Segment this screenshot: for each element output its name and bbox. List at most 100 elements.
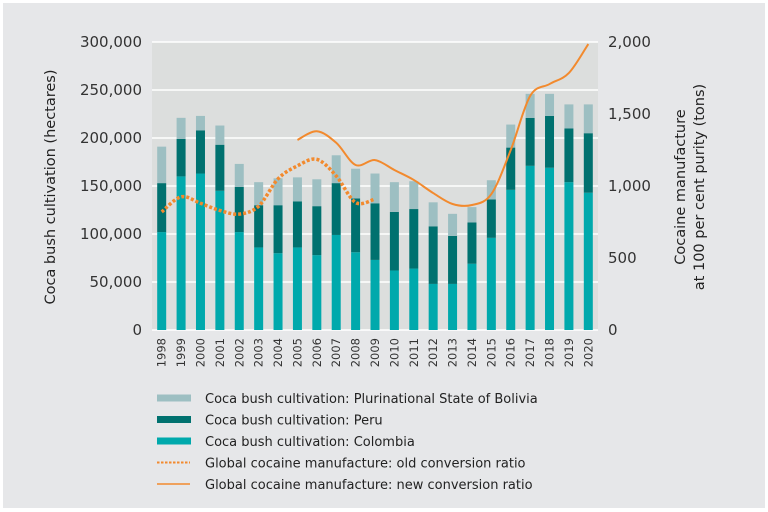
x-tick-label: 2014 (465, 338, 479, 367)
bar-segment (467, 207, 477, 223)
bar-segment (273, 178, 283, 206)
bar-segment (389, 182, 399, 212)
x-tick-label: 2013 (446, 338, 460, 367)
bar-segment (448, 235, 458, 284)
bar-segment (331, 234, 341, 330)
bar-segment (486, 199, 496, 238)
bar-segment (545, 167, 555, 330)
bar-segment (176, 117, 186, 139)
x-tick-label: 1998 (155, 338, 169, 367)
bar-segment (312, 255, 322, 330)
x-tick-label: 2015 (484, 338, 498, 367)
bar-segment (409, 209, 419, 269)
bar-segment (506, 189, 516, 330)
x-tick-label: 2003 (252, 338, 266, 367)
y-tick-label: 150,000 (80, 177, 142, 195)
bar-segment (545, 93, 555, 116)
bar-segment (486, 180, 496, 200)
bar-segment (389, 211, 399, 271)
bar-segment (583, 133, 593, 193)
x-tick-label: 2016 (504, 338, 518, 367)
x-tick-label: 2011 (407, 338, 421, 367)
bar-segment (312, 179, 322, 207)
x-tick-label: 2008 (349, 338, 363, 367)
bar-segment (467, 263, 477, 330)
bar-segment (506, 124, 516, 148)
bar-segment (215, 190, 225, 330)
x-tick-label: 2004 (271, 338, 285, 367)
x-tick-label: 2007 (329, 338, 343, 367)
bar-segment (428, 283, 438, 330)
y-right-tick-label: 500 (608, 249, 637, 267)
bar-segment (583, 192, 593, 330)
y-tick-label: 0 (132, 321, 142, 339)
bar-segment (157, 232, 167, 330)
x-tick-label: 2005 (290, 338, 304, 367)
x-tick-label: 2019 (562, 338, 576, 367)
bar-segment (564, 128, 574, 183)
legend-label: Coca bush cultivation: Plurinational Sta… (205, 392, 538, 407)
legend-swatch (157, 394, 191, 402)
bar-segment (273, 253, 283, 330)
bar-segment (292, 177, 302, 202)
x-tick-label: 2000 (193, 338, 207, 367)
bar-segment (331, 155, 341, 184)
bar-segment (448, 213, 458, 236)
bar-segment (545, 115, 555, 168)
bar-segment (254, 205, 264, 248)
bar-segment (409, 268, 419, 330)
y-axis-label: Coca bush cultivation (hectares) (43, 69, 59, 304)
bar-segment (409, 181, 419, 210)
bar-segment (195, 173, 205, 330)
x-tick-label: 2009 (368, 338, 382, 367)
bar-segment (389, 270, 399, 330)
bar-segment (312, 206, 322, 256)
bar-segment (467, 222, 477, 264)
bar-segment (525, 165, 535, 330)
bar-segment (564, 104, 574, 129)
legend-label: Coca bush cultivation: Colombia (205, 435, 415, 450)
y-tick-label: 300,000 (80, 33, 142, 51)
bar-segment (506, 147, 516, 190)
bar-segment (525, 93, 535, 118)
bar-segment (292, 247, 302, 330)
x-tick-label: 2017 (523, 338, 537, 367)
legend-swatch (157, 437, 191, 445)
bar-segment (351, 168, 361, 199)
legend-swatch (157, 416, 191, 423)
bar-segment (428, 202, 438, 227)
bar-segment (564, 182, 574, 330)
bar-segment (176, 176, 186, 330)
bar-segment (254, 247, 264, 330)
x-tick-label: 2020 (581, 338, 595, 367)
bar-segment (331, 183, 341, 235)
y-axis-right-label-line2: at 100 per cent purity (tons) (692, 84, 708, 290)
y-axis-right-label-line1: Cocaine manufacture (673, 109, 689, 264)
bar-segment (157, 183, 167, 233)
y-tick-label: 250,000 (80, 81, 142, 99)
legend-label: Global cocaine manufacture: old conversi… (205, 457, 526, 472)
bar-segment (351, 252, 361, 330)
plot-area: 0 50,000 100,000 150,000 200,000 250,000 300,0… (80, 33, 651, 367)
bar-segment (234, 186, 244, 233)
x-tick-label: 2002 (232, 338, 246, 367)
bar-segment (176, 138, 186, 177)
x-tick-label: 2010 (387, 338, 401, 367)
bar-segment (486, 237, 496, 330)
y-right-tick-label: 1,000 (608, 177, 651, 195)
bar-segment (234, 232, 244, 330)
bar-segment (215, 144, 225, 191)
bar-segment (448, 283, 458, 330)
x-tick-label: 2012 (426, 338, 440, 367)
x-tick-label: 2018 (543, 338, 557, 367)
bar-segment (428, 226, 438, 284)
x-tick-label: 2001 (213, 338, 227, 367)
legend: Coca bush cultivation: Plurinational Sta… (157, 392, 538, 493)
legend-label: Coca bush cultivation: Peru (205, 414, 383, 429)
bar-segment (583, 104, 593, 134)
bar-segment (234, 163, 244, 187)
bar-segment (525, 117, 535, 166)
bar-segment (370, 259, 380, 330)
bar-segment (370, 173, 380, 204)
